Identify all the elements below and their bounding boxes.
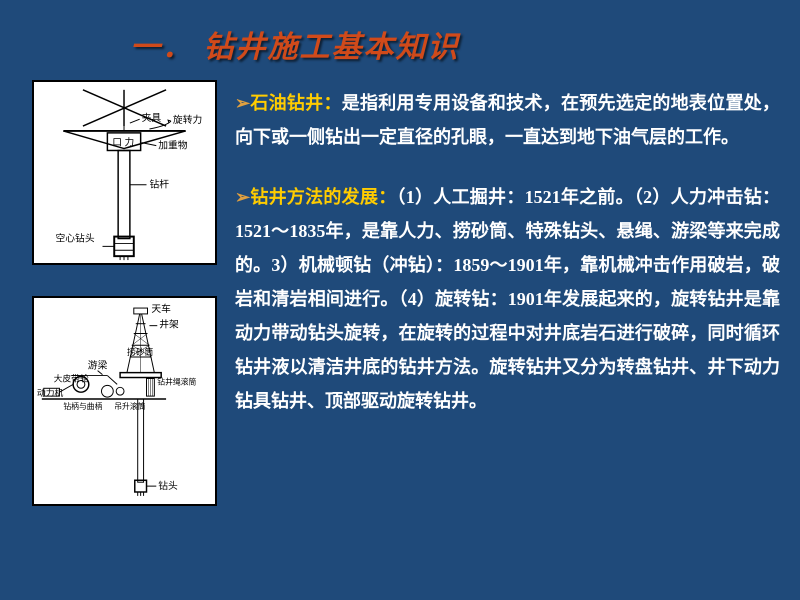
diagram1-label-jiazhongwu: 加重物	[158, 139, 188, 152]
diagram1-label-xuanzhuanli: 旋转力	[173, 113, 202, 126]
diagram1-label-zuangan: 钻杆	[149, 178, 169, 191]
diagram2-label-bobingqubing: 钻柄与曲柄	[63, 401, 102, 411]
diagram2-label-youliang: 游梁	[88, 359, 108, 372]
diagram2-label-zuantou: 钻头	[158, 479, 178, 492]
diagram2-label-donglizi: 动力机	[37, 387, 64, 398]
content-area: ➢石油钻井：是指利用专用设备和技术，在预先选定的地表位置处，向下或一侧钻出一定直…	[235, 86, 780, 444]
paragraph-2: ➢钻井方法的发展：（1）人工掘井：1521年之前。（2）人力冲击钻：1521～1…	[235, 180, 780, 418]
paragraph-1: ➢石油钻井：是指利用专用设备和技术，在预先选定的地表位置处，向下或一侧钻出一定直…	[235, 86, 780, 154]
keyword-1: 石油钻井：	[250, 93, 342, 113]
diagram1-label-kongxinzuantou: 空心钻头	[56, 231, 95, 244]
diagram2-label-tianche: 天车	[151, 302, 171, 315]
diagram1-label-jiaju: 夹具	[142, 111, 162, 124]
diagram2-label-laoshatong: 捞砂筒	[127, 346, 154, 357]
diagram-derrick: 天车 井架 游梁 捞砂筒 大皮带轮 钻井绳滚筒 动力机 钻柄与曲柄 吊升滚筒 钻…	[32, 296, 217, 506]
paragraph-2-text: （1）人工掘井：1521年之前。（2）人力冲击钻：1521～1835年，是靠人力…	[235, 187, 780, 411]
diagram1-label-box: 口 力	[112, 136, 134, 149]
diagram2-label-diaoshenggungtong: 吊升滚筒	[114, 401, 145, 411]
diagram2-label-dapidailun: 大皮带轮	[54, 372, 89, 383]
keyword-2: 钻井方法的发展：	[250, 187, 396, 207]
diagram2-label-zuanjingshenglun: 钻井绳滚筒	[157, 376, 196, 386]
diagram-rotary-drilling: 口 力 夹具 旋转力 加重物 钻杆 空心钻头	[32, 80, 217, 265]
bullet-icon: ➢	[235, 187, 250, 207]
bullet-icon: ➢	[235, 93, 250, 113]
diagram2-label-jingjia: 井架	[159, 318, 179, 331]
page-title: 一． 钻井施工基本知识	[130, 22, 460, 66]
